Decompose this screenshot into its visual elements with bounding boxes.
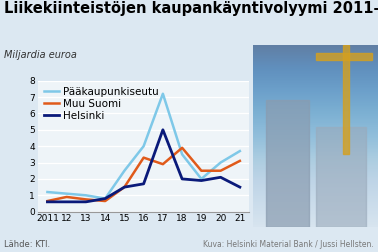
Legend: Pääkaupunkiseutu, Muu Suomi, Helsinki: Pääkaupunkiseutu, Muu Suomi, Helsinki [43, 86, 160, 122]
Text: Miljardia euroa: Miljardia euroa [4, 50, 77, 60]
Helsinki [45, 200, 50, 203]
Helsinki [238, 185, 242, 188]
Line: Muu Suomi: Muu Suomi [47, 148, 240, 201]
Pääkaupunkiseutu [199, 177, 204, 180]
Helsinki [141, 182, 146, 185]
Pääkaupunkiseutu [45, 191, 50, 194]
Bar [266, 100, 309, 227]
Muu Suomi [122, 185, 127, 188]
Pääkaupunkiseutu [238, 149, 242, 152]
Text: Lähde: KTI.: Lähde: KTI. [4, 240, 50, 249]
Text: Liikekiinteistöjen kaupankäyntivolyymi 2011–2021: Liikekiinteistöjen kaupankäyntivolyymi 2… [4, 1, 378, 16]
Pääkaupunkiseutu [218, 161, 223, 164]
Helsinki [218, 176, 223, 179]
Helsinki [103, 197, 107, 200]
Bar [343, 45, 349, 154]
Pääkaupunkiseutu [180, 153, 184, 156]
Muu Suomi [141, 156, 146, 159]
Pääkaupunkiseutu [84, 194, 88, 197]
Pääkaupunkiseutu [103, 197, 107, 200]
Pääkaupunkiseutu [161, 92, 165, 95]
Pääkaupunkiseutu [141, 145, 146, 148]
Helsinki [122, 185, 127, 188]
Helsinki [64, 200, 69, 203]
Pääkaupunkiseutu [64, 192, 69, 195]
Text: Kuva: Helsinki Material Bank / Jussi Hellsten.: Kuva: Helsinki Material Bank / Jussi Hel… [203, 240, 374, 249]
Muu Suomi [103, 200, 107, 203]
Line: Pääkaupunkiseutu: Pääkaupunkiseutu [47, 94, 240, 199]
Muu Suomi [238, 159, 242, 162]
Bar [316, 53, 372, 60]
Muu Suomi [45, 200, 50, 203]
Muu Suomi [180, 146, 184, 149]
Pääkaupunkiseutu [122, 169, 127, 172]
Helsinki [161, 128, 165, 131]
Muu Suomi [64, 196, 69, 199]
Line: Helsinki: Helsinki [47, 130, 240, 202]
Muu Suomi [161, 163, 165, 166]
Muu Suomi [84, 198, 88, 201]
Helsinki [84, 200, 88, 203]
Helsinki [180, 177, 184, 180]
Bar [316, 127, 366, 227]
Muu Suomi [199, 169, 204, 172]
Helsinki [199, 179, 204, 182]
Muu Suomi [218, 169, 223, 172]
